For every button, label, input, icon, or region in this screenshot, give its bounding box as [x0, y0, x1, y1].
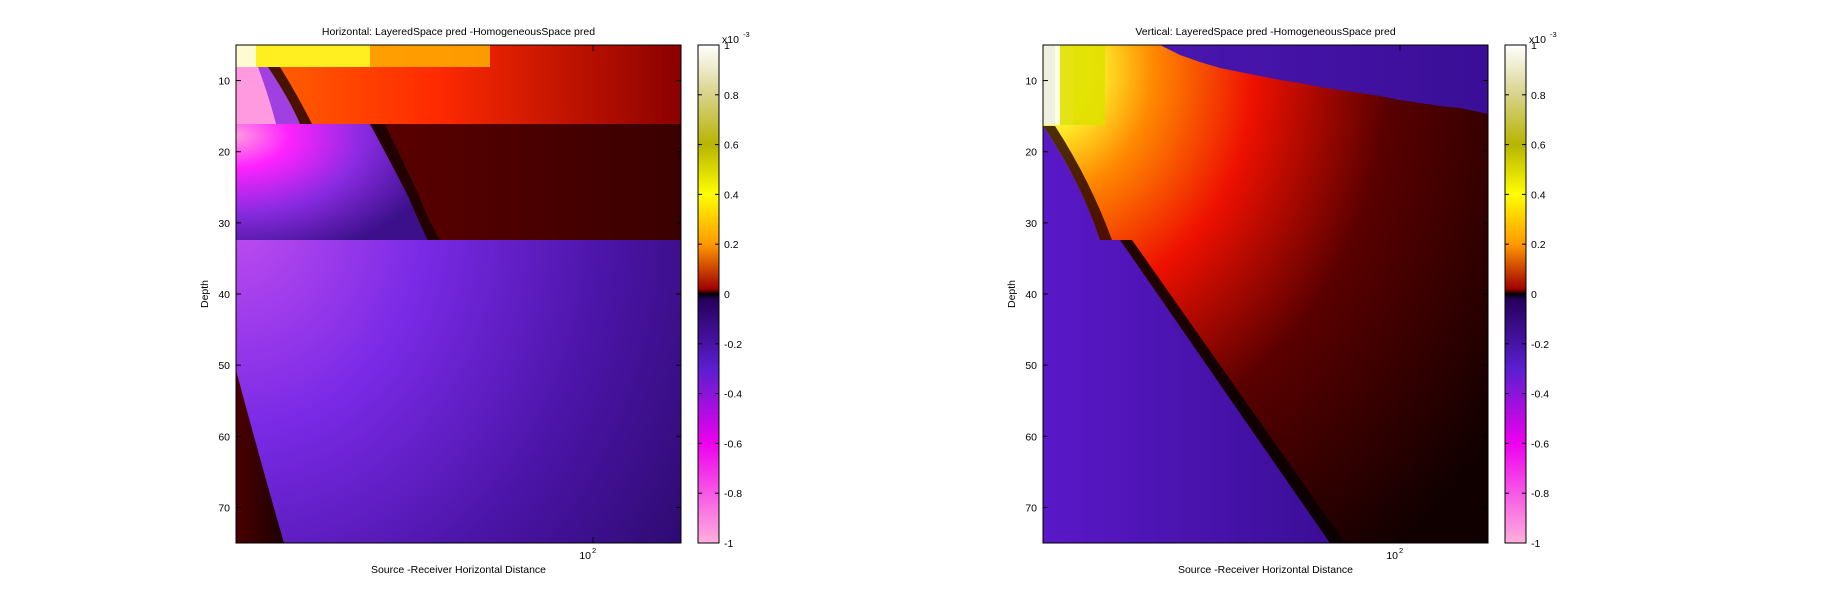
- y-tick-label: 60: [1025, 431, 1037, 443]
- colorbar-multiplier: x10: [1529, 34, 1546, 46]
- y-axis-label: Depth: [199, 280, 211, 308]
- colorbar-tick-label: -1: [1531, 538, 1540, 550]
- colorbar-tick-label: 0.6: [724, 140, 739, 152]
- colorbar-tick-label: 0.2: [1531, 239, 1546, 251]
- colorbar-tick-label: -0.8: [1531, 488, 1549, 500]
- colorbar-tick-label: -0.2: [724, 339, 742, 351]
- colorbar-tick-label: -0.4: [724, 389, 742, 401]
- y-tick-label: 30: [218, 218, 230, 230]
- chart-title: Vertical: LayeredSpace pred -Homogeneous…: [1135, 26, 1395, 38]
- y-axis-label: Depth: [1006, 280, 1018, 308]
- colorbar-tick-label: 0.8: [1531, 90, 1546, 102]
- colorbar-tick-label: -0.6: [724, 438, 742, 450]
- heatmap-left: [236, 45, 681, 543]
- y-tick-label: 40: [1025, 289, 1037, 301]
- x-axis-label: Source -Receiver Horizontal Distance: [371, 564, 546, 576]
- chart-panel-2: Vertical: LayeredSpace pred -Homogeneous…: [1006, 26, 1557, 576]
- colorbar-tick-label: -1: [724, 538, 733, 550]
- colorbar-tick-label: -0.6: [1531, 438, 1549, 450]
- colorbar-tick-label: 1: [1531, 40, 1537, 52]
- x-tick-label-base: 10: [579, 550, 591, 562]
- y-tick-label: 10: [218, 76, 230, 88]
- colorbar-tick-label: 1: [724, 40, 730, 52]
- chart-title: Horizontal: LayeredSpace pred -Homogeneo…: [322, 26, 595, 38]
- colorbar-tick-label: -0.8: [724, 488, 742, 500]
- colorbar-tick-label: 0.8: [724, 90, 739, 102]
- y-tick-label: 40: [218, 289, 230, 301]
- y-tick-label: 10: [1025, 76, 1037, 88]
- colorbar-multiplier-exponent: -3: [1550, 30, 1557, 39]
- y-tick-label: 70: [218, 502, 230, 514]
- colorbar-tick-label: -0.2: [1531, 339, 1549, 351]
- colorbar-tick-label: -0.4: [1531, 389, 1549, 401]
- colorbar-tick-label: 0.4: [1531, 189, 1546, 201]
- colorbar-tick-label: 0.2: [724, 239, 739, 251]
- y-tick-label: 50: [218, 360, 230, 372]
- colorbar-tick-label: 0: [724, 289, 730, 301]
- x-axis-label: Source -Receiver Horizontal Distance: [1178, 564, 1353, 576]
- colorbar-multiplier-exponent: -3: [743, 30, 750, 39]
- y-tick-label: 50: [1025, 360, 1037, 372]
- x-tick-label-base: 10: [1386, 550, 1398, 562]
- y-tick-label: 60: [218, 431, 230, 443]
- colorbar-tick-label: 0.6: [1531, 140, 1546, 152]
- colorbar-multiplier: x10: [722, 34, 739, 46]
- y-tick-label: 30: [1025, 218, 1037, 230]
- colorbar-tick-label: 0.4: [724, 189, 739, 201]
- y-tick-label: 20: [1025, 147, 1037, 159]
- x-tick-label-exponent: 2: [592, 546, 596, 555]
- heatmap-right: [1043, 45, 1488, 543]
- y-tick-label: 70: [1025, 502, 1037, 514]
- x-tick-label-exponent: 2: [1399, 546, 1403, 555]
- colorbar-tick-label: 0: [1531, 289, 1537, 301]
- chart-panel-1: Horizontal: LayeredSpace pred -Homogeneo…: [199, 26, 750, 576]
- y-tick-label: 20: [218, 147, 230, 159]
